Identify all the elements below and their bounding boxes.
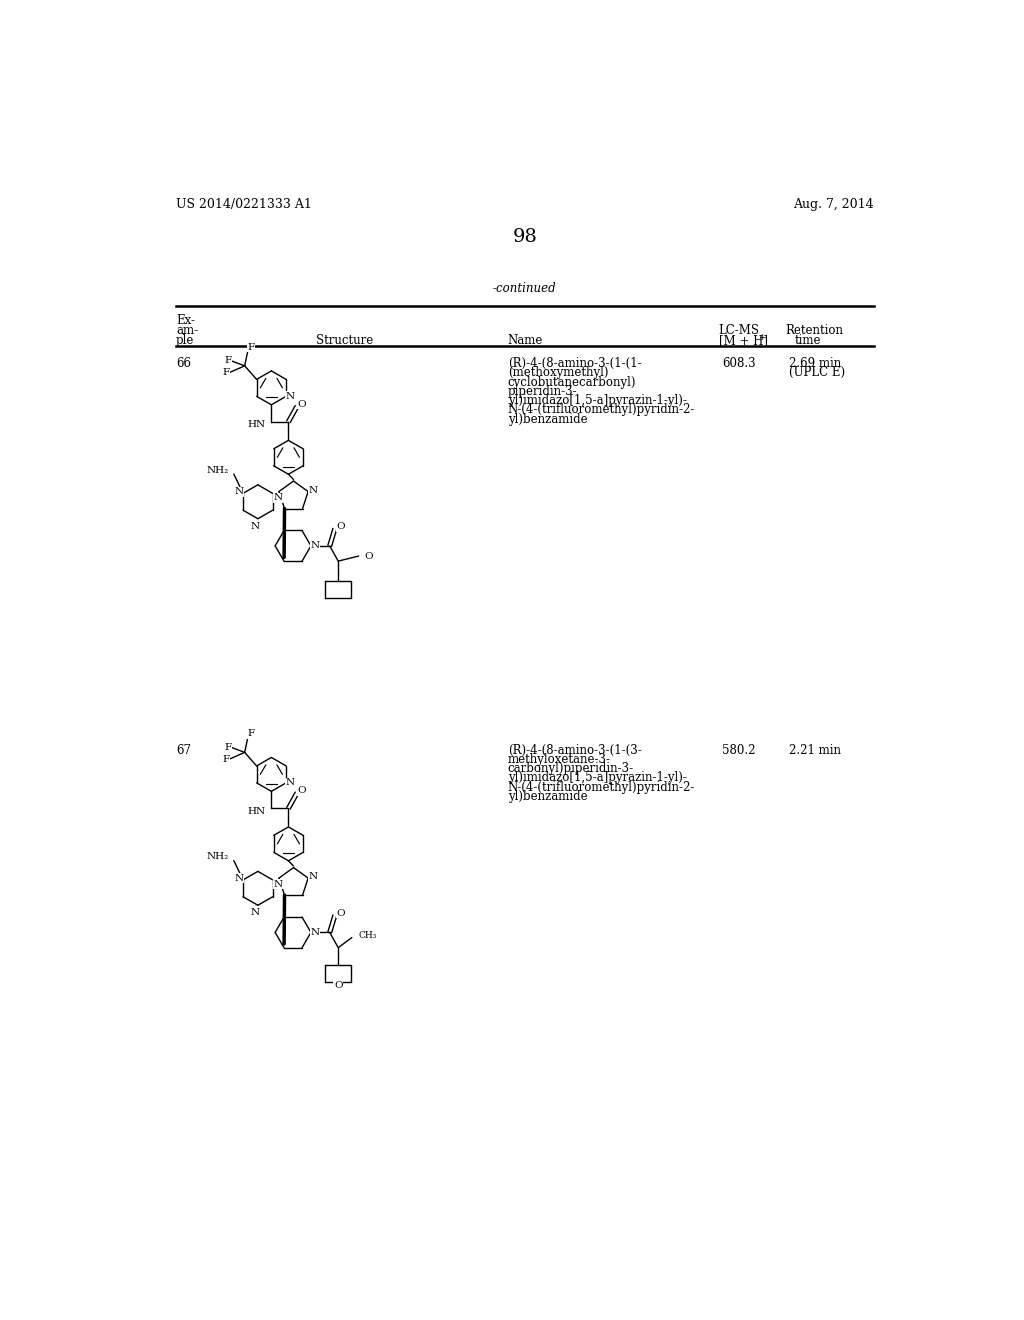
Text: 66: 66 — [176, 358, 191, 370]
Text: F: F — [248, 730, 255, 738]
Text: F: F — [222, 368, 229, 378]
Text: time: time — [795, 334, 821, 347]
Text: Aug. 7, 2014: Aug. 7, 2014 — [793, 198, 873, 211]
Text: cyclobutanecarbonyl): cyclobutanecarbonyl) — [508, 376, 636, 388]
Text: methyloxetane-3-: methyloxetane-3- — [508, 752, 610, 766]
Text: F: F — [248, 343, 255, 352]
Text: yl)benzamide: yl)benzamide — [508, 789, 588, 803]
Text: F: F — [224, 743, 231, 752]
Text: 580.2: 580.2 — [722, 743, 756, 756]
Text: O: O — [297, 787, 306, 795]
Text: N: N — [308, 486, 317, 495]
Text: F: F — [224, 356, 231, 366]
Text: piperidin-3-: piperidin-3- — [508, 385, 578, 397]
Text: Ex-: Ex- — [176, 314, 195, 327]
Text: O: O — [297, 400, 306, 409]
Text: LC-MS: LC-MS — [719, 323, 760, 337]
Text: O: O — [334, 981, 343, 990]
Text: N: N — [251, 908, 260, 917]
Text: Retention: Retention — [785, 323, 843, 337]
Text: (R)-4-(8-amino-3-(1-(1-: (R)-4-(8-amino-3-(1-(1- — [508, 358, 641, 370]
Text: carbonyl)piperidin-3-: carbonyl)piperidin-3- — [508, 762, 634, 775]
Text: O: O — [337, 523, 345, 531]
Text: ple: ple — [176, 334, 195, 347]
Text: am-: am- — [176, 323, 199, 337]
Text: (UPLC E): (UPLC E) — [790, 367, 845, 379]
Text: yl)imidazo[1,5-a]pyrazin-1-yl)-: yl)imidazo[1,5-a]pyrazin-1-yl)- — [508, 771, 687, 784]
Text: Structure: Structure — [316, 334, 374, 347]
Text: N: N — [286, 779, 295, 787]
Text: N: N — [251, 521, 260, 531]
Text: N: N — [234, 487, 244, 496]
Text: 2.21 min: 2.21 min — [790, 743, 841, 756]
Text: US 2014/0221333 A1: US 2014/0221333 A1 — [176, 198, 312, 211]
Text: NH₂: NH₂ — [207, 466, 229, 475]
Text: N: N — [273, 880, 283, 888]
Text: O: O — [337, 908, 345, 917]
Text: 98: 98 — [512, 227, 538, 246]
Text: yl)benzamide: yl)benzamide — [508, 412, 588, 425]
Text: 2.69 min: 2.69 min — [790, 358, 842, 370]
Text: 67: 67 — [176, 743, 191, 756]
Text: N: N — [310, 541, 319, 550]
Text: N: N — [286, 392, 295, 401]
Text: 608.3: 608.3 — [722, 358, 756, 370]
Text: (R)-4-(8-amino-3-(1-(3-: (R)-4-(8-amino-3-(1-(3- — [508, 743, 641, 756]
Text: HN: HN — [247, 420, 265, 429]
Text: Name: Name — [508, 334, 543, 347]
Text: O: O — [365, 552, 373, 561]
Text: N-(4-(trifluoromethyl)pyridin-2-: N-(4-(trifluoromethyl)pyridin-2- — [508, 404, 695, 416]
Text: N: N — [234, 874, 244, 883]
Text: CH₃: CH₃ — [358, 931, 377, 940]
Text: yl)imidazo[1,5-a]pyrazin-1-yl)-: yl)imidazo[1,5-a]pyrazin-1-yl)- — [508, 395, 687, 407]
Text: F: F — [222, 755, 229, 764]
Text: NH₂: NH₂ — [207, 853, 229, 861]
Text: N: N — [273, 494, 283, 503]
Text: N-(4-(trifluoromethyl)pyridin-2-: N-(4-(trifluoromethyl)pyridin-2- — [508, 780, 695, 793]
Text: HN: HN — [247, 807, 265, 816]
Text: N: N — [310, 928, 319, 937]
Text: +: + — [758, 333, 766, 342]
Text: (methoxymethyl): (methoxymethyl) — [508, 367, 608, 379]
Text: N: N — [308, 873, 317, 880]
Text: [M + H]: [M + H] — [719, 334, 768, 347]
Text: -continued: -continued — [493, 281, 557, 294]
